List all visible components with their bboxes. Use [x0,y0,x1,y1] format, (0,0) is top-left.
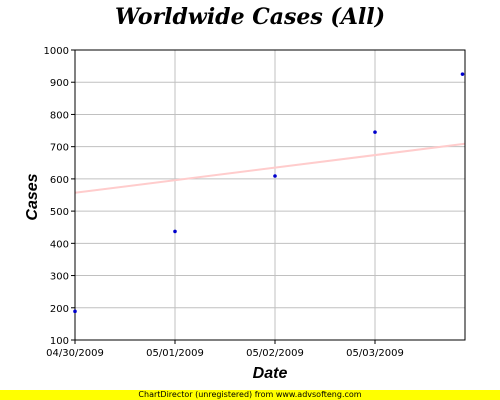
y-tick-label: 1000 [44,46,69,57]
y-axis: 100 200 300 400 500 600 700 800 900 1000 [44,46,75,347]
gridlines [75,50,465,340]
plot-area [75,50,465,340]
data-point [173,229,177,234]
y-tick-label: 200 [50,304,69,315]
y-tick-label: 800 [50,110,69,121]
y-tick-label: 300 [50,272,69,283]
chart-title: Worldwide Cases (All) [115,4,385,30]
trendline-layer [74,142,466,194]
x-tick-label: 05/01/2009 [146,348,204,359]
y-tick-label: 900 [50,78,69,89]
data-point [273,174,277,178]
x-axis: 04/30/2009 05/01/2009 05/02/2009 05/03/2009 [46,340,404,359]
data-points [73,72,465,314]
footer-banner: ChartDirector (unregistered) from www.ad… [0,390,500,400]
footer-text: ChartDirector (unregistered) from www.ad… [138,390,362,399]
x-tick-label: 04/30/2009 [46,348,104,359]
y-tick-label: 500 [50,207,69,218]
data-point [460,72,465,76]
plot-border [74,49,466,341]
y-tick-label: 400 [50,239,69,250]
y-tick-label: 700 [50,143,69,154]
x-tick-label: 05/03/2009 [346,348,404,359]
y-tick-label: 600 [50,175,69,186]
trendline [74,142,466,194]
y-tick-label: 100 [50,336,69,347]
y-axis-label: Cases [24,173,41,220]
data-point [373,130,377,134]
x-tick-label: 05/02/2009 [246,348,304,359]
x-axis-label: Date [253,365,288,382]
data-point [73,309,77,314]
